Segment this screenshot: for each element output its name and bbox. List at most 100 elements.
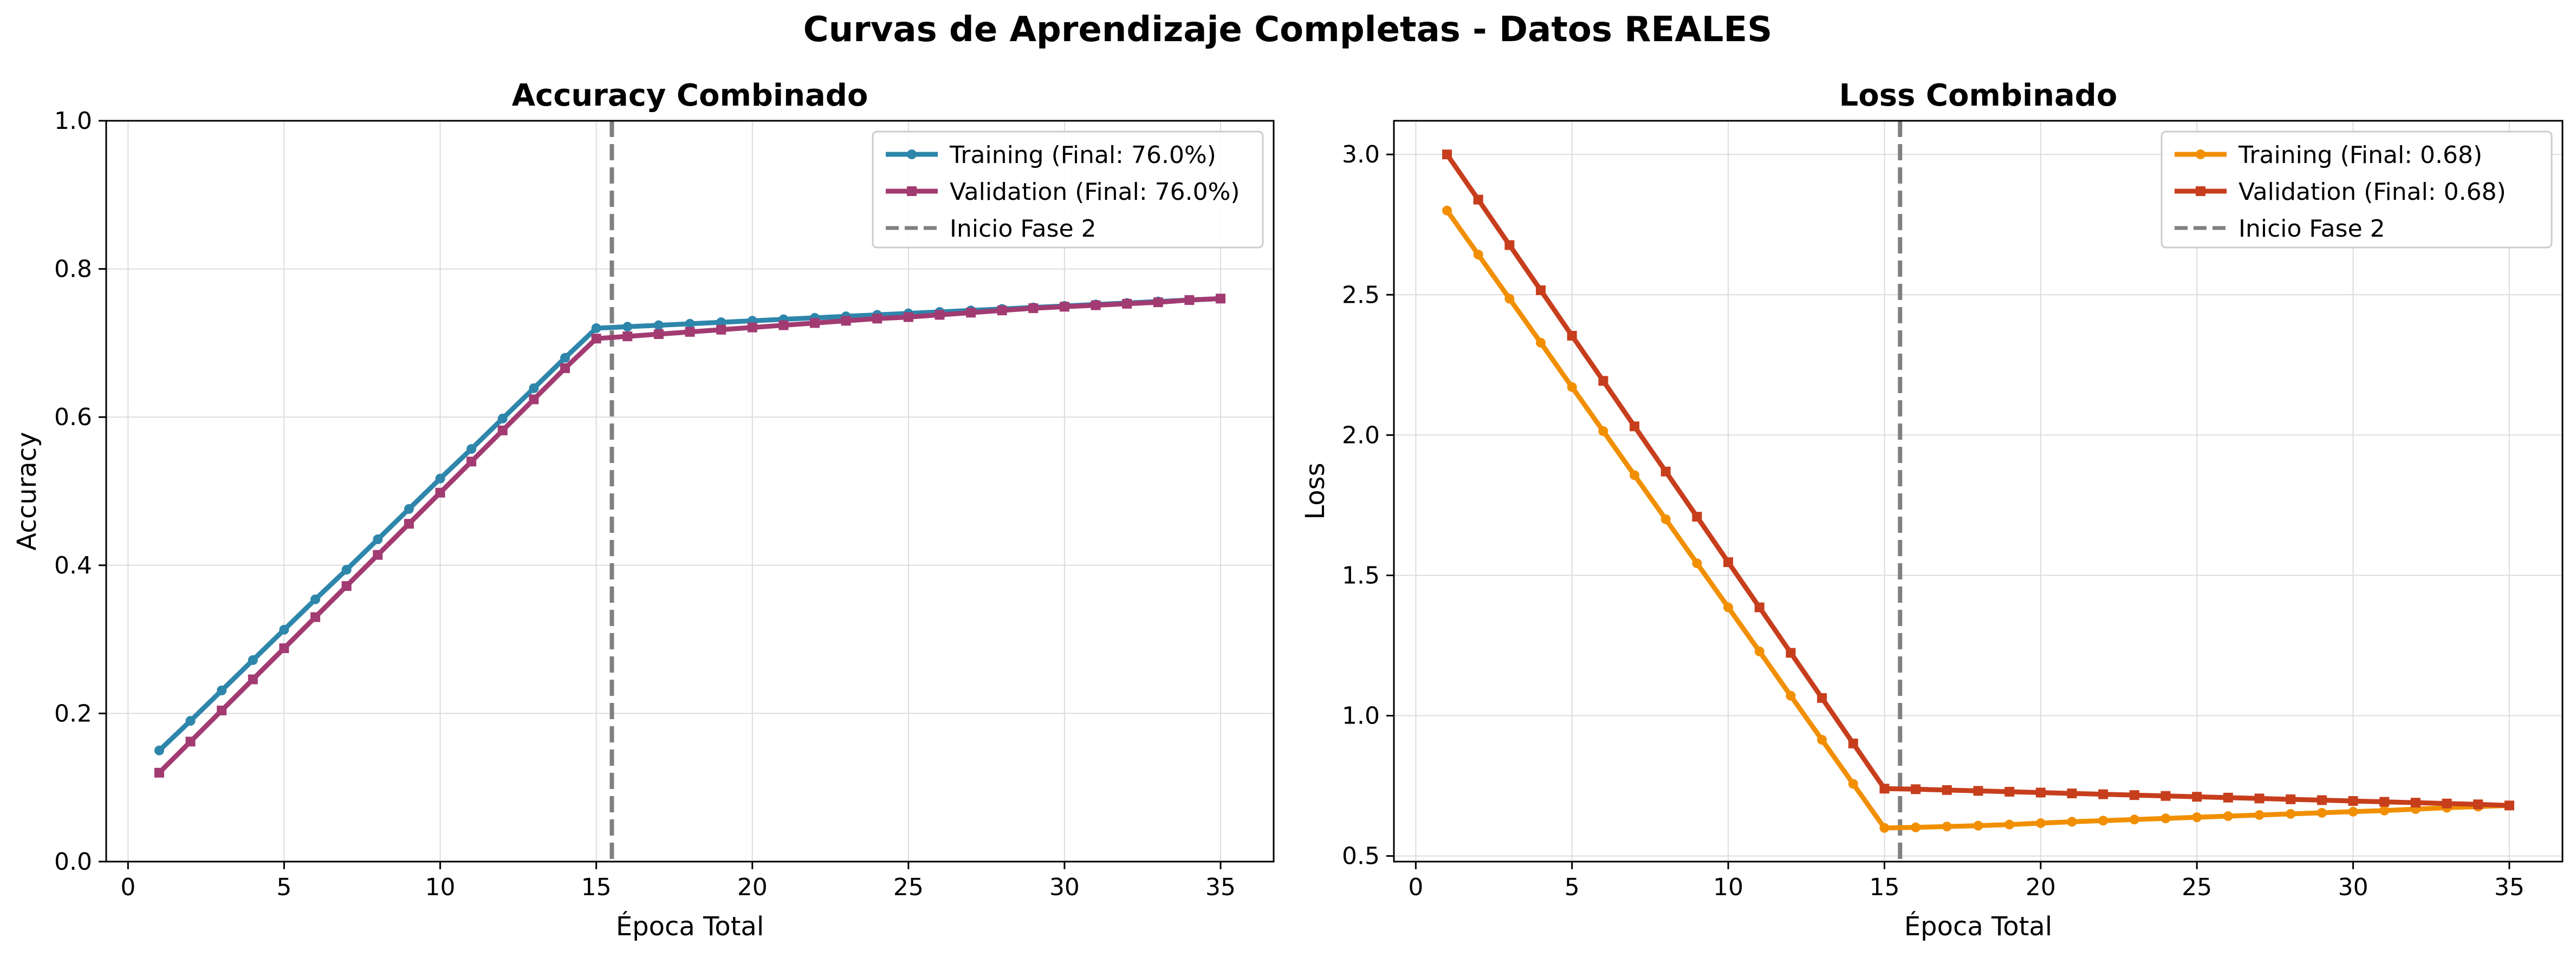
- data-point: [1786, 648, 1796, 658]
- axes-frame: [105, 120, 1275, 863]
- data-point: [1848, 779, 1858, 789]
- data-point: [2160, 791, 2171, 801]
- data-point: [2348, 796, 2358, 806]
- data-point: [404, 519, 414, 529]
- data-point: [2379, 805, 2390, 816]
- data-point: [1817, 735, 1827, 745]
- data-point: [2254, 810, 2264, 820]
- data-point: [341, 581, 352, 591]
- data-point: [1973, 786, 1983, 796]
- x-tick-label: 0: [1408, 874, 1423, 901]
- data-point: [2348, 806, 2358, 817]
- data-point: [560, 363, 570, 373]
- data-point: [1973, 820, 1983, 831]
- data-point: [841, 316, 851, 326]
- data-point: [1536, 285, 1546, 295]
- data-point: [2035, 787, 2046, 798]
- data-point: [529, 383, 539, 393]
- y-tick-label: 0.0: [54, 848, 92, 876]
- y-tick-label: 0.4: [54, 552, 92, 579]
- data-point: [217, 685, 227, 695]
- x-tick-label: 0: [120, 874, 135, 901]
- data-point: [2098, 816, 2108, 826]
- data-point: [373, 534, 383, 544]
- data-point: [2098, 789, 2108, 799]
- data-point: [1091, 300, 1101, 310]
- y-tick-label: 0.2: [54, 700, 92, 727]
- data-point: [591, 334, 601, 344]
- data-point: [685, 327, 695, 337]
- data-point: [2317, 795, 2327, 805]
- x-tick-label: 10: [1713, 874, 1743, 901]
- data-point: [872, 314, 883, 324]
- data-point: [185, 716, 196, 726]
- x-tick-label: 5: [276, 874, 291, 901]
- data-point: [497, 425, 508, 435]
- data-point: [1692, 512, 1702, 522]
- data-point: [1817, 693, 1827, 703]
- data-point: [747, 322, 757, 333]
- data-point: [1504, 294, 1515, 304]
- series-line-0: [157, 296, 1223, 753]
- x-tick-label: 20: [2026, 874, 2056, 901]
- data-point: [1911, 822, 1921, 832]
- y-tick-label: 0.6: [54, 403, 92, 431]
- data-point: [2223, 792, 2233, 803]
- data-point: [497, 413, 508, 423]
- data-point: [2410, 798, 2421, 808]
- data-point: [1567, 330, 1577, 341]
- data-point: [1911, 784, 1921, 794]
- data-point: [653, 329, 664, 339]
- series-line-1: [1444, 152, 2512, 808]
- data-point: [716, 324, 726, 335]
- data-point: [154, 767, 164, 778]
- data-point: [1473, 250, 1483, 260]
- data-point: [591, 323, 601, 334]
- data-point: [1942, 785, 1952, 795]
- y-tick-label: 1.0: [1342, 702, 1380, 730]
- data-point: [716, 317, 726, 328]
- data-point: [373, 550, 383, 560]
- x-tick-label: 20: [737, 874, 768, 901]
- y-tick-label: 1.5: [1342, 562, 1380, 589]
- data-point: [1754, 602, 1764, 612]
- data-point: [778, 320, 789, 330]
- y-tick-label: 0.5: [1342, 843, 1380, 870]
- data-point: [279, 643, 289, 654]
- data-point: [1598, 376, 1608, 386]
- data-point: [2223, 811, 2233, 822]
- data-point: [466, 444, 477, 454]
- data-point: [2192, 792, 2202, 802]
- data-point: [1153, 297, 1163, 308]
- series-line-0: [1444, 208, 2512, 831]
- data-point: [1216, 294, 1226, 304]
- data-point: [1879, 823, 1890, 833]
- data-point: [2035, 818, 2046, 829]
- data-point: [809, 318, 820, 328]
- data-point: [310, 594, 321, 604]
- data-point: [1630, 421, 1640, 432]
- data-point: [622, 331, 633, 342]
- data-point: [2067, 817, 2077, 827]
- data-point: [435, 487, 445, 498]
- data-point: [685, 318, 695, 329]
- data-point: [404, 504, 414, 514]
- data-point: [2317, 807, 2327, 818]
- data-point: [2160, 813, 2171, 824]
- data-point: [1692, 558, 1702, 569]
- x-tick-label: 30: [2338, 874, 2369, 901]
- data-point: [1442, 149, 1452, 160]
- x-tick-label: 30: [1049, 874, 1080, 901]
- x-tick-label: 15: [581, 874, 612, 901]
- data-point: [2286, 794, 2296, 804]
- data-point: [1122, 298, 1132, 309]
- axes-frame: [1393, 120, 2564, 863]
- data-point: [935, 310, 945, 320]
- data-point: [1723, 602, 1734, 612]
- x-axis-label: Época Total: [616, 911, 764, 942]
- data-point: [1504, 240, 1515, 250]
- data-point: [2254, 793, 2264, 804]
- data-point: [2129, 814, 2139, 825]
- data-point: [248, 655, 258, 665]
